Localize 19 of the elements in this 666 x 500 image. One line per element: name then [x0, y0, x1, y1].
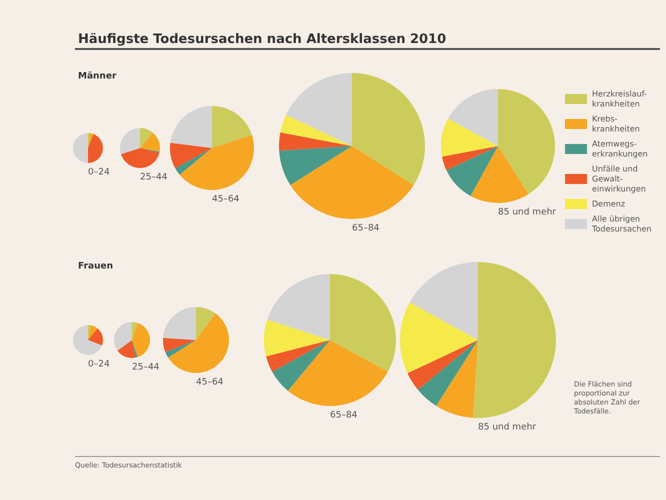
slice-label: 65–84 [330, 410, 358, 420]
slice-label: 0–24 [88, 360, 110, 370]
slice-label: 25–44 [132, 362, 160, 372]
legend-label: Alle übrigen Todesursachen [591, 214, 652, 234]
legend-label: Unfälle und Gewalt-einwirkungen [592, 164, 646, 194]
slice-label: 85 und mehr [498, 208, 556, 218]
slice-label: 25–44 [140, 172, 168, 182]
legend-label: Herzkreislauf-krankheiten [592, 90, 648, 108]
text: Frauen [78, 262, 114, 272]
chart-title: Häufigste Todesursachen nach Altersklassen 2010 [78, 32, 446, 47]
slice-label: 0–24 [88, 168, 110, 178]
legend-label: Demenz [592, 200, 626, 208]
slice-label: 45–64 [196, 378, 224, 388]
slice-label: 45–64 [212, 194, 240, 204]
legend-label: Atemwegs-erkrankungen [592, 140, 648, 158]
slice-label: 65–84 [352, 224, 380, 234]
slice-label: 85 und mehr [478, 422, 536, 432]
legend-label: Krebs-krankheiten [592, 114, 640, 134]
text: Männer [78, 72, 117, 82]
